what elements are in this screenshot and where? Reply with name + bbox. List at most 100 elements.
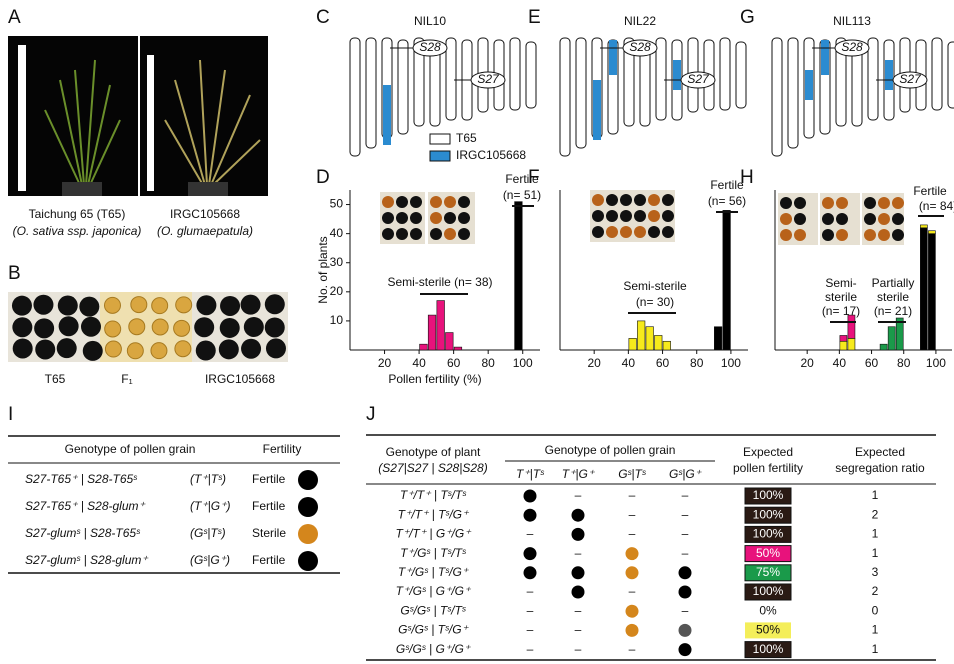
- pollen-grain: [892, 213, 904, 225]
- pollen-grain: [396, 228, 408, 240]
- pollen-dot: [625, 547, 639, 561]
- fertility-box: [744, 583, 792, 601]
- expected-fertility: 100%: [753, 507, 784, 521]
- scale-bar: [147, 55, 154, 191]
- annotation: (n= 56): [708, 194, 746, 208]
- pollen-dot: [298, 551, 318, 571]
- pollen-grain: [196, 295, 217, 316]
- segregation-ratio: 1: [872, 546, 879, 560]
- bar: [453, 346, 463, 351]
- locus: [412, 39, 448, 57]
- chromosome: [655, 37, 667, 121]
- absent: –: [527, 642, 534, 656]
- bar: [645, 326, 654, 351]
- pollen-grain: [56, 338, 77, 359]
- bar: [427, 314, 437, 351]
- pollen-grain: [382, 212, 394, 224]
- bar: [662, 340, 671, 351]
- absent: –: [527, 584, 534, 598]
- expected-fertility: 0%: [759, 603, 777, 617]
- pollen-grain: [150, 342, 168, 360]
- expected-fertility: 50%: [756, 623, 780, 637]
- photo-label: T65: [45, 372, 66, 386]
- pollen-grain: [410, 212, 422, 224]
- chromosome: [413, 37, 425, 127]
- pollen-grain: [12, 338, 33, 359]
- chromosome: [623, 37, 635, 127]
- segregation-ratio: 1: [872, 642, 879, 656]
- pollen-dot: [523, 547, 537, 561]
- bar: [714, 326, 723, 351]
- pollen-grain: [878, 197, 890, 209]
- segregation-ratio: 1: [872, 527, 879, 541]
- pollen-grain: [265, 338, 286, 359]
- pollen-grain: [410, 228, 422, 240]
- pollen-grain: [219, 317, 240, 338]
- x-tick-label: 20: [801, 356, 815, 370]
- pollen-grain: [606, 226, 618, 238]
- chromosome: [349, 37, 361, 157]
- pollen-grain: [794, 229, 806, 241]
- pollen-grain: [79, 296, 100, 317]
- absent: –: [629, 507, 636, 521]
- chromosome: [835, 37, 847, 127]
- annotation: sterile: [877, 290, 909, 304]
- pollen-grain: [794, 197, 806, 209]
- table-header: Expected: [855, 445, 905, 459]
- pollen-dot: [571, 508, 585, 522]
- fertility-box: [745, 622, 791, 639]
- locus: [680, 71, 716, 89]
- pollen-dot: [625, 604, 639, 618]
- panel-label: A: [8, 7, 21, 28]
- pollen-grain: [878, 229, 890, 241]
- pollen-dot: [625, 566, 639, 580]
- introgression: [821, 40, 829, 75]
- panel-label: D: [316, 167, 330, 188]
- panel-label: J: [366, 404, 376, 425]
- pollen-dot: [571, 527, 585, 541]
- x-tick-label: 60: [865, 356, 879, 370]
- pollen-grain: [794, 213, 806, 225]
- annotation: sterile: [825, 290, 857, 304]
- pollen-grain: [195, 340, 216, 361]
- photo-caption: (O. sativa ssp. japonica): [13, 224, 142, 238]
- nil-title: NIL113: [833, 14, 871, 28]
- pollen-grain: [620, 226, 632, 238]
- expected-fertility: 100%: [753, 488, 784, 502]
- locus-label: S28: [841, 40, 863, 54]
- y-tick-label: 30: [330, 255, 344, 269]
- expected-fertility: 75%: [756, 565, 780, 579]
- genotype: S27-glumˢ | S28-glum⁺: [25, 553, 149, 567]
- pollen-grain: [662, 194, 674, 206]
- pollen-grain: [620, 210, 632, 222]
- expected-fertility: 50%: [756, 546, 780, 560]
- plant-genotype: Gˢ/Gˢ | Tˢ/G⁺: [398, 623, 469, 637]
- pollen-grain: [173, 319, 191, 337]
- annotation: (n= 17): [822, 304, 860, 318]
- photo-caption: Taichung 65 (T65): [29, 207, 126, 221]
- pollen-grain: [33, 294, 54, 315]
- pollen-grain: [662, 226, 674, 238]
- absent: –: [629, 488, 636, 502]
- chromosome: [365, 37, 377, 149]
- panel-label: F: [528, 167, 540, 188]
- chromosome: [559, 37, 571, 157]
- locus: [622, 39, 658, 57]
- photo-label: IRGC105668: [205, 372, 275, 386]
- table-header: Expected: [743, 445, 793, 459]
- pollen-grain: [175, 296, 193, 314]
- legend-swatch: [429, 150, 451, 162]
- pollen-genotype: (T⁺|G⁺): [190, 499, 230, 513]
- pollen-grain: [382, 196, 394, 208]
- bar: [654, 335, 663, 351]
- annotation: Semi-: [825, 276, 856, 290]
- chromosome: [771, 37, 783, 157]
- pollen-grain: [836, 197, 848, 209]
- y-tick-label: 10: [330, 313, 344, 327]
- plant-genotype: Gˢ/Gˢ | G⁺/G⁺: [396, 642, 472, 656]
- pollen-grain: [836, 213, 848, 225]
- pollen-dot: [678, 566, 692, 580]
- nil-title: NIL10: [414, 14, 446, 28]
- pollen-grain: [194, 317, 215, 338]
- pollen-grain: [240, 294, 261, 315]
